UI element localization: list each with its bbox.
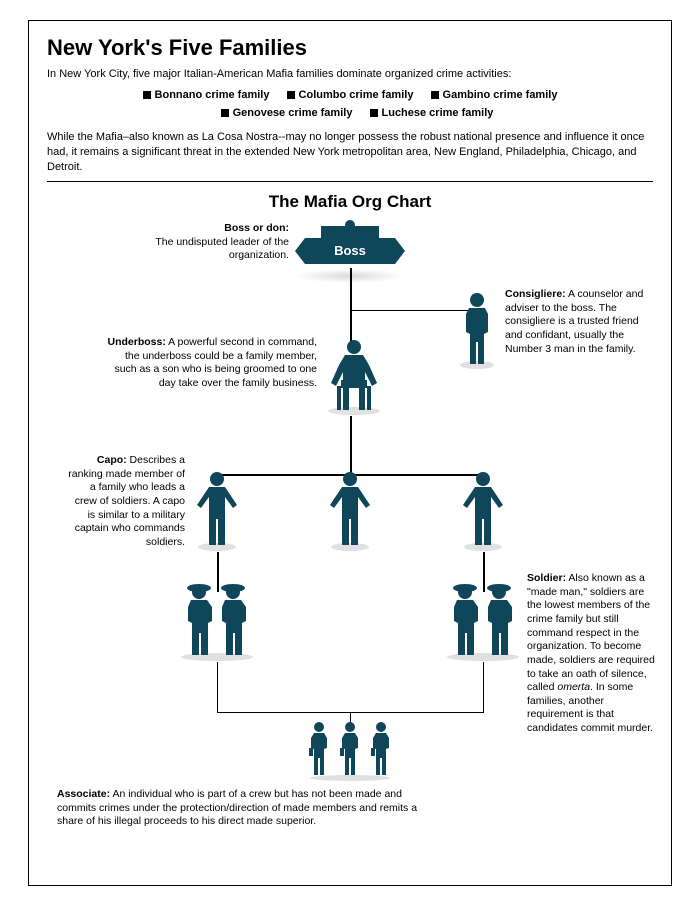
families-list: Bonnano crime family Columbo crime famil…: [47, 87, 653, 122]
capo-icon: [193, 470, 241, 552]
intro-text: In New York City, five major Italian-Ame…: [47, 67, 653, 81]
family-item: Bonnano crime family: [155, 89, 270, 101]
connector-dashed: [483, 662, 484, 712]
consigliere-icon: [457, 292, 497, 370]
family-item: Columbo crime family: [299, 89, 414, 101]
family-item: Genovese crime family: [233, 107, 353, 119]
capo-desc: Capo: Describes a ranking made member of…: [65, 454, 185, 549]
capo-icon: [326, 470, 374, 552]
associate-desc: Associate: An individual who is part of …: [57, 788, 437, 829]
bullet-icon: [287, 91, 295, 99]
connector-dashed: [217, 662, 218, 712]
capo-icon: [459, 470, 507, 552]
consigliere-desc: Consigliere: A counselor and adviser to …: [505, 288, 645, 356]
chart-title: The Mafia Org Chart: [47, 192, 653, 212]
soldier-group-icon: [173, 580, 261, 662]
body-paragraph: While the Mafia–also known as La Cosa No…: [47, 130, 653, 175]
associate-group-icon: [303, 720, 397, 782]
org-chart: Boss Boss or don:The undisputed leader o…: [47, 220, 653, 860]
underboss-icon: [323, 338, 385, 416]
underboss-desc: Underboss: A powerful second in command,…: [103, 336, 317, 391]
family-item: Gambino crime family: [443, 89, 558, 101]
bullet-icon: [431, 91, 439, 99]
family-item: Luchese crime family: [382, 107, 494, 119]
bullet-icon: [221, 109, 229, 117]
separator: [47, 181, 653, 182]
bullet-icon: [370, 109, 378, 117]
connector: [350, 416, 352, 474]
boss-desc: Boss or don:The undisputed leader of the…: [119, 222, 289, 263]
page-title: New York's Five Families: [47, 35, 653, 61]
document-frame: New York's Five Families In New York Cit…: [28, 20, 672, 886]
soldier-desc: Soldier: Also known as a "made man," sol…: [527, 572, 655, 736]
boss-badge: Boss: [305, 238, 395, 264]
bullet-icon: [143, 91, 151, 99]
soldier-group-icon: [439, 580, 527, 662]
